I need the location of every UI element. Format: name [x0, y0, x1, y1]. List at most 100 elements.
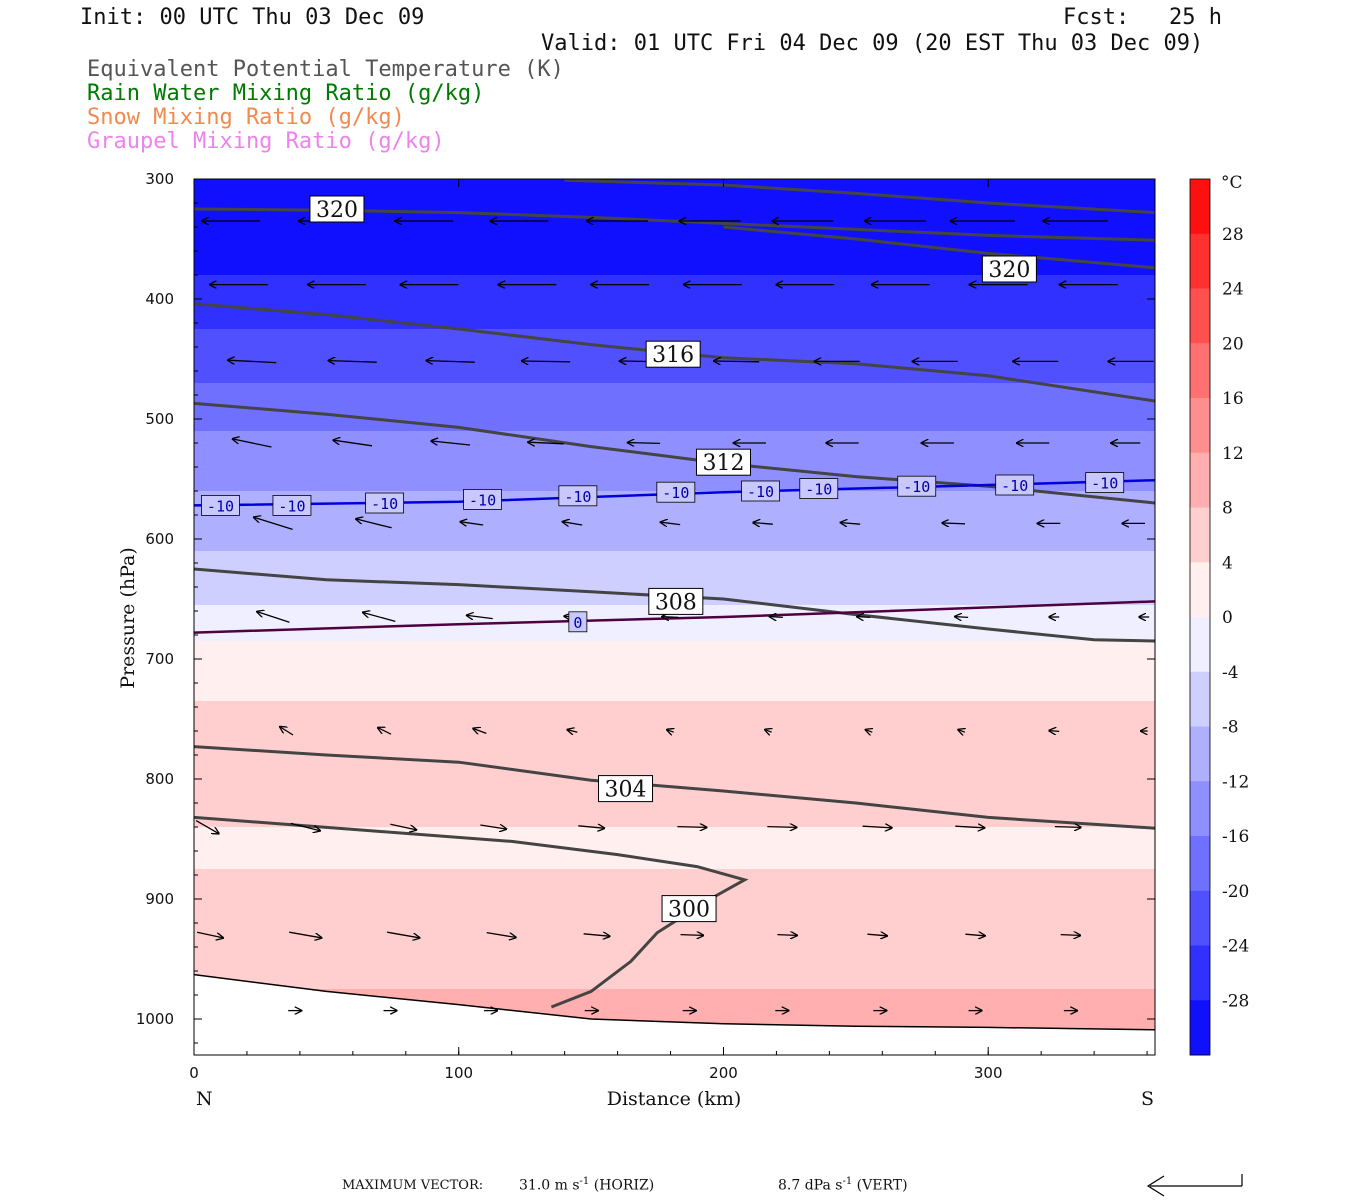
- colorbar-segment: [1190, 945, 1210, 1001]
- wind-vector: [378, 728, 392, 735]
- shading-band: [194, 257, 1155, 264]
- shading-band: [194, 935, 1155, 942]
- colorbar-tick-label: 24: [1222, 280, 1244, 300]
- shading-band: [194, 449, 1155, 456]
- theta-e-label: 316: [652, 343, 694, 368]
- isotherm-label: -10: [805, 481, 832, 499]
- shading-band: [194, 563, 1155, 570]
- theta-e-label: 320: [988, 258, 1030, 283]
- colorbar-segment: [1190, 781, 1210, 837]
- shading-band: [194, 845, 1155, 852]
- shading-band: [194, 869, 1155, 876]
- shading-band: [194, 251, 1155, 258]
- shading-band: [194, 767, 1155, 774]
- isotherm-label: -10: [278, 497, 305, 515]
- colorbar-tick-label: -16: [1222, 827, 1249, 847]
- theta-e-label-box: [648, 587, 704, 615]
- wind-vector: [714, 361, 760, 362]
- wind-vector: [770, 617, 783, 618]
- shading-band: [194, 773, 1155, 780]
- y-tick-label: 300: [145, 170, 174, 188]
- shading-band: [194, 881, 1155, 888]
- shading-band: [194, 653, 1155, 660]
- shading-band: [194, 263, 1155, 270]
- shading-band: [194, 983, 1155, 990]
- shading-band: [194, 965, 1155, 972]
- colorbar-tick-label: 4: [1222, 553, 1233, 573]
- shading-band: [194, 581, 1155, 588]
- wind-vector: [467, 615, 493, 618]
- wind-vector: [661, 522, 681, 524]
- isotherm-label-box: [656, 481, 696, 503]
- wind-vector: [667, 730, 673, 732]
- shading-band: [194, 515, 1155, 522]
- isotherm-label-box: [741, 480, 780, 502]
- plot-frame: [193, 178, 1156, 1056]
- axes: 0 100 200 300 300 400 500 600 700 800 900 1000: [136, 170, 1155, 1082]
- terrain-surface: [194, 973, 1155, 1055]
- wind-vector: [765, 730, 771, 732]
- field-legend-graupel: Graupel Mixing Ratio (g/kg): [87, 129, 445, 154]
- shading-band: [194, 467, 1155, 474]
- wind-vector: [955, 826, 984, 828]
- isotherm-label: 0: [573, 614, 582, 632]
- shading-band: [194, 227, 1155, 234]
- wind-vector: [943, 523, 966, 524]
- horiz-unit: (HORIZ): [593, 1177, 655, 1194]
- colorbar-segment: [1190, 671, 1210, 727]
- shading-band: [194, 305, 1155, 312]
- max-horiz-vector: 31.0 m s-1 (HORIZ): [519, 1176, 654, 1194]
- shading-band: [194, 629, 1155, 636]
- colorbar-segment: [1190, 562, 1210, 618]
- colorbar-unit: °C: [1221, 173, 1243, 193]
- max-vector-reference-arrow: [1146, 1174, 1243, 1197]
- shading-band: [194, 299, 1155, 306]
- field-legend-theta-e: Equivalent Potential Temperature (K): [87, 57, 564, 82]
- wind-vector: [568, 730, 578, 732]
- x-tick-label: 200: [709, 1064, 738, 1082]
- y-axis-label: Pressure (hPa): [117, 547, 139, 689]
- colorbar-segment: [1190, 1000, 1210, 1056]
- shading-band: [194, 971, 1155, 978]
- shading-band: [194, 569, 1155, 576]
- colorbar-tick-label: 0: [1222, 608, 1233, 628]
- isotherm-label-box: [558, 485, 598, 507]
- theta-e-line: [194, 745, 1155, 830]
- shading-band: [194, 545, 1155, 552]
- wind-vector: [777, 935, 796, 936]
- shading-band: [194, 803, 1155, 810]
- shading-band: [194, 197, 1155, 204]
- x-end-label-north: N: [196, 1088, 213, 1110]
- isotherm-label-box: [897, 475, 937, 497]
- vert-unit: (VERT): [856, 1177, 908, 1194]
- shading-band: [194, 1001, 1155, 1008]
- shading-band: [194, 443, 1155, 450]
- shading-band: [194, 215, 1155, 222]
- shading-band: [194, 947, 1155, 954]
- y-tick-label: 700: [145, 650, 174, 668]
- wind-vector: [767, 827, 796, 828]
- isotherm-line: [194, 600, 1155, 634]
- isotherm-label-box: [463, 488, 502, 510]
- wind-vector: [427, 361, 475, 363]
- wind-vector: [955, 617, 969, 618]
- wind-vector: [583, 934, 610, 936]
- shading-band: [194, 557, 1155, 564]
- y-tick-label: 500: [145, 410, 174, 428]
- wind-vector: [628, 443, 661, 444]
- wind-vector: [529, 442, 564, 444]
- wind-vector: [461, 522, 484, 525]
- isotherm-label: -10: [469, 491, 496, 509]
- wind-vector: [578, 826, 604, 828]
- shading-band: [194, 317, 1155, 324]
- isotherm-label: -10: [903, 478, 930, 496]
- x-tick-label: 100: [444, 1064, 473, 1082]
- shading-band: [194, 749, 1155, 756]
- shading-band: [194, 761, 1155, 768]
- shading-band: [194, 527, 1155, 534]
- theta-e-label: 320: [316, 198, 358, 223]
- shading-band: [194, 719, 1155, 726]
- shading-band: [194, 617, 1155, 624]
- wind-vector: [432, 441, 471, 446]
- shading-band: [194, 419, 1155, 426]
